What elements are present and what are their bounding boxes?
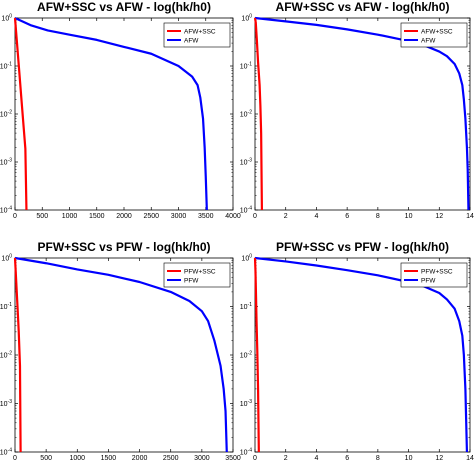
legend-label: PFW xyxy=(184,277,199,284)
x-tick-label: 2500 xyxy=(143,213,159,220)
legend-label: AFW xyxy=(421,37,436,44)
legend-label: AFW+SSC xyxy=(184,28,216,35)
x-tick-label: 10 xyxy=(405,213,413,220)
y-tick-label: 10-3 xyxy=(240,399,252,408)
x-tick-label: 12 xyxy=(435,213,443,220)
legend-box xyxy=(163,22,231,48)
y-tick-label: 10-4 xyxy=(240,448,252,457)
y-tick-label: 10-3 xyxy=(0,158,12,167)
legend-box xyxy=(400,262,468,288)
legend-label: PFW xyxy=(421,277,436,284)
y-tick-label: 10-4 xyxy=(240,206,252,215)
y-tick-label: 10-4 xyxy=(0,206,12,215)
x-tick-label: 4 xyxy=(314,455,318,460)
y-tick-label: 10-2 xyxy=(240,110,252,119)
series-line-afw xyxy=(14,16,208,211)
x-tick-label: 4 xyxy=(314,213,318,220)
x-tick-label: 0 xyxy=(253,455,257,460)
x-tick-label: 2 xyxy=(284,213,288,220)
legend: AFW+SSC AFW xyxy=(400,22,468,48)
x-tick-label: 0 xyxy=(13,213,17,220)
y-tick-label: 100 xyxy=(1,254,12,263)
x-tick-label: 3500 xyxy=(225,455,241,460)
x-tick-label: 6 xyxy=(345,455,349,460)
legend-label: AFW xyxy=(184,37,199,44)
legend: PFW+SSC PFW xyxy=(163,262,231,288)
x-tick-label: 3000 xyxy=(194,455,210,460)
y-tick-label: 10-1 xyxy=(0,302,12,311)
x-tick-label: 4000 xyxy=(225,213,241,220)
x-tick-label: 8 xyxy=(376,213,380,220)
series-line-afw-plus-ssc xyxy=(13,17,28,211)
x-tick-label: 2500 xyxy=(163,455,179,460)
legend-box xyxy=(400,22,468,48)
legend-label: PFW+SSC xyxy=(184,268,216,275)
legend-box xyxy=(163,262,231,288)
legend-label: PFW+SSC xyxy=(421,268,453,275)
x-tick-label: 3500 xyxy=(198,213,214,220)
x-tick-label: 10 xyxy=(405,455,413,460)
chart-title: AFW+SSC vs AFW - log(hk/h0) xyxy=(276,0,450,14)
x-tick-label: 2 xyxy=(284,455,288,460)
x-tick-label: 2000 xyxy=(116,213,132,220)
series-line-pfw xyxy=(14,256,228,453)
y-tick-label: 10-1 xyxy=(0,62,12,71)
x-tick-label: 2000 xyxy=(132,455,148,460)
chart-panel-4: PFW+SSC vs PFW - log(hk/h0) 0 2 4 6 8 10 12 14 10… xyxy=(240,240,474,460)
series-line-pfw-plus-ssc xyxy=(253,257,260,453)
chart-title: PFW+SSC vs PFW - log(hk/h0) xyxy=(37,240,210,254)
x-tick-label: 8 xyxy=(376,455,380,460)
series-line-afw xyxy=(254,16,470,211)
y-tick-label: 10-2 xyxy=(240,351,252,360)
x-tick-label: 500 xyxy=(36,213,48,220)
chart-panel-3: PFW+SSC vs PFW - log(hk/h0) 0 500 1000 1500 2… xyxy=(0,240,241,460)
x-tick-label: 0 xyxy=(253,213,257,220)
x-tick-label: 1500 xyxy=(101,455,117,460)
chart-title: PFW+SSC vs PFW - log(hk/h0) xyxy=(276,240,449,254)
x-tick-label: 3000 xyxy=(171,213,187,220)
y-tick-label: 10-3 xyxy=(0,399,12,408)
x-tick-label: 12 xyxy=(435,455,443,460)
y-tick-label: 10-4 xyxy=(0,448,12,457)
x-tick-label: 14 xyxy=(466,455,474,460)
y-tick-label: 100 xyxy=(241,14,252,23)
x-tick-label: 14 xyxy=(466,213,474,220)
x-tick-label: 1500 xyxy=(89,213,105,220)
legend: AFW+SSC AFW xyxy=(163,22,231,48)
series-line-pfw xyxy=(254,256,469,453)
legend: PFW+SSC PFW xyxy=(400,262,468,288)
series-line-afw-plus-ssc xyxy=(253,17,264,211)
x-tick-label: 1000 xyxy=(62,213,78,220)
legend-label: AFW+SSC xyxy=(421,28,453,35)
y-tick-label: 10-2 xyxy=(0,351,12,360)
y-tick-label: 10-3 xyxy=(240,158,252,167)
x-tick-label: 500 xyxy=(40,455,52,460)
chart-panel-2: AFW+SSC vs AFW - log(hk/h0) 0 2 4 6 8 10 12 14 10… xyxy=(240,0,474,220)
x-tick-label: 0 xyxy=(13,455,17,460)
y-tick-label: 10-1 xyxy=(240,62,252,71)
chart-title: AFW+SSC vs AFW - log(hk/h0) xyxy=(37,0,211,14)
x-tick-label: 1000 xyxy=(69,455,85,460)
chart-panel-1: AFW+SSC vs AFW - log(hk/h0) 0 500 1000 1500 2… xyxy=(0,0,241,220)
y-tick-label: 10-2 xyxy=(0,110,12,119)
y-tick-label: 10-1 xyxy=(240,302,252,311)
series-line-pfw-plus-ssc xyxy=(13,257,22,453)
y-tick-label: 100 xyxy=(1,14,12,23)
y-tick-label: 100 xyxy=(241,254,252,263)
x-tick-label: 6 xyxy=(345,213,349,220)
